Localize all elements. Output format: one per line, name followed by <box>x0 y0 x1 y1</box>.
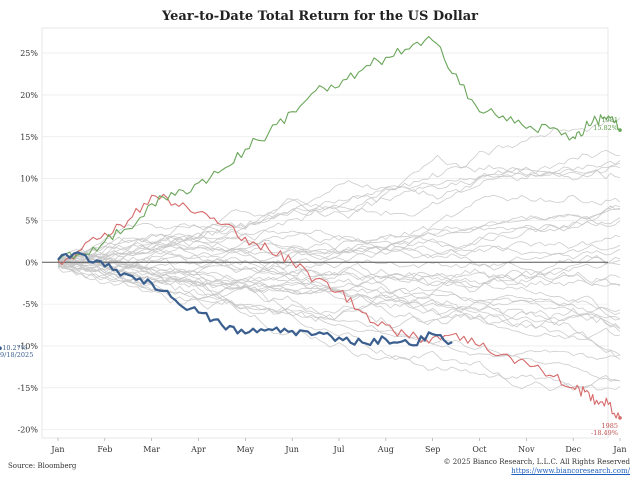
y-tick-label: 25% <box>20 49 38 58</box>
y-tick-label: 15% <box>20 133 38 142</box>
annotation-1985-value: -18.49% <box>591 429 618 437</box>
x-tick-label: Jul <box>333 445 345 454</box>
history-series-line <box>57 160 621 264</box>
x-tick-label: Nov <box>518 445 535 454</box>
history-series-line <box>57 243 621 263</box>
y-tick-label: -10% <box>18 342 39 351</box>
annotation-1981-year: 1981 <box>601 116 618 124</box>
x-tick-label: Sep <box>425 445 440 454</box>
x-tick-label: Jan <box>612 445 626 454</box>
history-series-line <box>57 249 621 293</box>
y-tick-label: 5% <box>25 216 38 225</box>
x-tick-label: Jun <box>284 445 299 454</box>
website-link[interactable]: https://www.biancoresearch.com/ <box>511 467 630 475</box>
history-series-line <box>57 262 621 382</box>
y-tick-label: 20% <box>20 91 38 100</box>
history-series-line <box>57 262 621 332</box>
chart-title: Year-to-Date Total Return for the US Dol… <box>162 9 478 24</box>
history-series-line <box>57 240 621 277</box>
history-series-line <box>57 257 621 391</box>
x-tick-label: Mar <box>143 445 160 454</box>
annotation-1985-year: 1985 <box>601 422 618 430</box>
history-series-line <box>57 149 621 263</box>
history-series-line <box>57 254 621 287</box>
history-series-line <box>57 169 621 268</box>
x-tick-label: Aug <box>377 445 394 454</box>
x-tick-label: Dec <box>565 445 581 454</box>
history-series-line <box>57 261 621 309</box>
plot-frame <box>41 27 609 439</box>
annotation-2025-date: 9/18/2025 <box>0 351 33 359</box>
history-series-line <box>58 257 621 340</box>
series-end-marker-2025 <box>0 346 2 351</box>
history-series-line <box>57 205 621 262</box>
series-line-1985 <box>57 193 621 419</box>
y-tick-label: -15% <box>18 384 39 393</box>
history-series-line <box>57 263 621 392</box>
history-series-line <box>57 253 621 360</box>
series-end-marker-1985 <box>618 416 622 420</box>
series-line-2025 <box>57 251 453 347</box>
history-series-line <box>57 232 621 262</box>
y-tick-label: 10% <box>20 175 38 184</box>
annotation-1981-value: 15.82% <box>593 124 618 132</box>
x-tick-label: Jan <box>50 445 64 454</box>
y-tick-label: -20% <box>18 426 39 435</box>
copyright-text: © 2025 Bianco Research, L.L.C. All Right… <box>443 458 631 466</box>
series-end-marker-1981 <box>618 128 622 132</box>
y-tick-label: 0% <box>25 258 38 267</box>
x-tick-label: May <box>237 445 255 454</box>
copyright-block: © 2025 Bianco Research, L.L.C. All Right… <box>444 458 631 476</box>
x-tick-label: Oct <box>472 445 487 454</box>
x-tick-label: Apr <box>190 445 206 454</box>
history-series-line <box>57 194 621 263</box>
history-series-line <box>57 205 621 273</box>
history-series-line <box>57 259 621 329</box>
x-tick-label: Feb <box>97 445 112 454</box>
series-line-1981 <box>57 35 621 261</box>
history-series-line <box>57 165 621 264</box>
history-series-line <box>57 117 621 260</box>
y-tick-label: -5% <box>23 300 39 309</box>
history-series-line <box>57 217 621 277</box>
annotation-2025-value: -10.27% <box>0 344 27 352</box>
history-series-line <box>57 260 621 356</box>
source-note: Source: Bloomberg <box>8 462 77 470</box>
